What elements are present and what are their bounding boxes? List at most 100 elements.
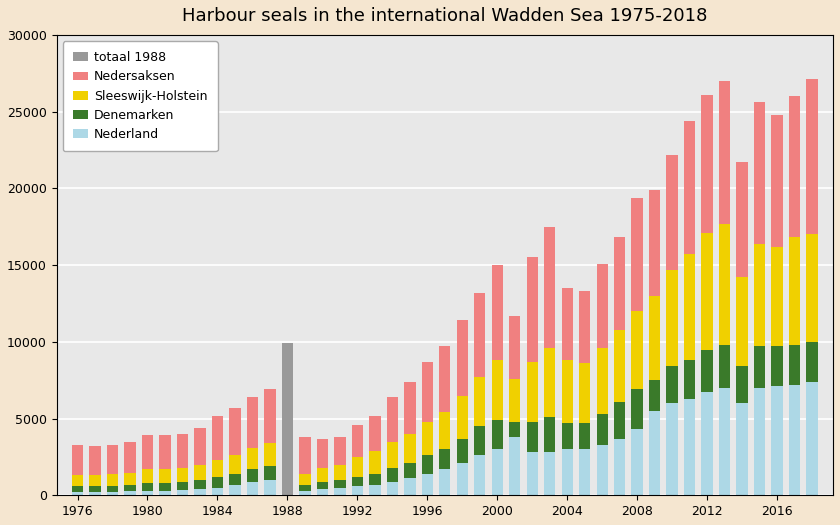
Bar	[771, 386, 783, 495]
Bar	[229, 455, 240, 474]
Bar	[439, 449, 450, 469]
Bar	[194, 465, 206, 480]
Bar	[160, 435, 171, 469]
Bar	[649, 296, 660, 380]
Bar	[614, 237, 625, 330]
Bar	[107, 492, 118, 495]
Bar	[369, 415, 381, 451]
Bar	[404, 463, 416, 478]
Bar	[334, 488, 345, 495]
Bar	[649, 190, 660, 296]
Bar	[422, 362, 433, 422]
Bar	[265, 480, 276, 495]
Bar	[176, 468, 188, 482]
Bar	[491, 360, 503, 420]
Bar	[299, 474, 311, 485]
Bar	[317, 489, 328, 495]
Bar	[124, 491, 136, 495]
Bar	[527, 362, 538, 422]
Bar	[684, 360, 696, 398]
Bar	[107, 486, 118, 492]
Bar	[527, 422, 538, 453]
Bar	[701, 94, 713, 233]
Bar	[509, 316, 521, 379]
Bar	[352, 486, 363, 495]
Bar	[579, 449, 591, 495]
Bar	[684, 398, 696, 495]
Bar	[806, 79, 818, 234]
Bar	[457, 320, 468, 395]
Bar	[386, 397, 398, 442]
Bar	[334, 465, 345, 480]
Bar	[386, 481, 398, 495]
Bar	[457, 463, 468, 495]
Bar	[527, 453, 538, 495]
Bar	[247, 481, 258, 495]
Bar	[544, 227, 555, 348]
Title: Harbour seals in the international Wadden Sea 1975-2018: Harbour seals in the international Wadde…	[182, 7, 707, 25]
Bar	[561, 449, 573, 495]
Bar	[614, 330, 625, 402]
Bar	[719, 224, 730, 345]
Bar	[649, 380, 660, 411]
Bar	[247, 448, 258, 469]
Bar	[265, 466, 276, 480]
Bar	[509, 379, 521, 422]
Bar	[632, 197, 643, 311]
Bar	[509, 437, 521, 495]
Bar	[666, 403, 678, 495]
Bar	[596, 348, 608, 414]
Bar	[632, 311, 643, 390]
Bar	[789, 385, 801, 495]
Bar	[666, 154, 678, 270]
Bar	[404, 382, 416, 434]
Bar	[684, 254, 696, 360]
Bar	[265, 390, 276, 443]
Bar	[439, 469, 450, 495]
Bar	[544, 348, 555, 417]
Bar	[176, 482, 188, 490]
Bar	[176, 490, 188, 495]
Bar	[352, 477, 363, 486]
Bar	[334, 437, 345, 465]
Bar	[317, 468, 328, 481]
Bar	[544, 453, 555, 495]
Bar	[142, 483, 153, 491]
Bar	[649, 411, 660, 495]
Bar	[212, 415, 223, 460]
Bar	[806, 342, 818, 382]
Bar	[194, 480, 206, 489]
Bar	[737, 403, 748, 495]
Bar	[614, 438, 625, 495]
Bar	[89, 486, 101, 492]
Bar	[142, 469, 153, 483]
Bar	[474, 293, 486, 377]
Bar	[124, 485, 136, 491]
Bar	[299, 437, 311, 474]
Bar	[754, 388, 765, 495]
Bar	[457, 395, 468, 438]
Bar	[107, 474, 118, 486]
Bar	[579, 423, 591, 449]
Bar	[422, 474, 433, 495]
Bar	[265, 443, 276, 466]
Bar	[72, 492, 83, 495]
Bar	[439, 413, 450, 449]
Bar	[527, 257, 538, 362]
Bar	[491, 449, 503, 495]
Bar	[701, 350, 713, 393]
Bar	[561, 360, 573, 423]
Bar	[160, 491, 171, 495]
Bar	[124, 473, 136, 485]
Bar	[352, 457, 363, 477]
Bar	[89, 475, 101, 486]
Bar	[299, 485, 311, 491]
Bar	[737, 277, 748, 366]
Bar	[369, 485, 381, 495]
Bar	[124, 443, 136, 473]
Bar	[386, 468, 398, 481]
Bar	[229, 474, 240, 485]
Bar	[142, 491, 153, 495]
Bar	[579, 363, 591, 423]
Bar	[247, 397, 258, 448]
